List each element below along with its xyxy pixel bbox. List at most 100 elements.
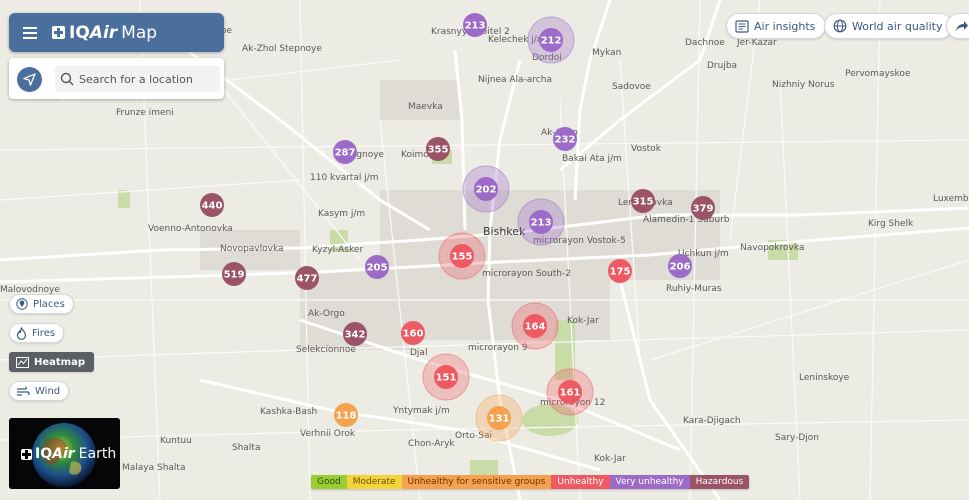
aqi-value: 202 xyxy=(476,185,497,196)
svg-text:Pregnoye: Pregnoye xyxy=(342,150,385,160)
svg-text:Uchkun j/m: Uchkun j/m xyxy=(678,249,729,259)
aqi-marker[interactable]: 205 xyxy=(365,255,389,279)
aqi-marker-dot xyxy=(691,196,715,220)
plus-logo-icon xyxy=(21,448,32,460)
aqi-marker-dot xyxy=(474,177,498,201)
aqi-marker[interactable]: 202 xyxy=(462,165,510,213)
aqi-value: 206 xyxy=(670,262,691,273)
aqi-marker-dot xyxy=(333,140,357,164)
aqi-marker-dot xyxy=(434,365,458,389)
aqi-marker[interactable]: 131 xyxy=(475,394,523,442)
aqi-marker[interactable]: 477 xyxy=(295,266,319,290)
search-input[interactable] xyxy=(79,70,215,88)
svg-text:Yntymak j/m: Yntymak j/m xyxy=(392,406,450,416)
svg-text:Drujba: Drujba xyxy=(707,61,737,71)
svg-text:Sary-Djon: Sary-Djon xyxy=(775,433,819,443)
layer-heatmap-button[interactable]: Heatmap xyxy=(9,352,95,372)
air-insights-label: Air insights xyxy=(754,19,816,33)
aqi-marker[interactable]: 213 xyxy=(463,13,487,37)
svg-text:Bishkek: Bishkek xyxy=(483,225,526,238)
aqi-marker-dot xyxy=(200,193,224,217)
aqi-value: 232 xyxy=(555,135,576,146)
aqi-markers[interactable]: 213 212 232 287 355 202 315 379 440 213 155 175 206 5… xyxy=(200,13,715,442)
brand-logo[interactable]: IQ Air Map xyxy=(52,23,157,43)
aqi-marker[interactable]: 212 xyxy=(527,16,575,64)
aqi-marker-dot xyxy=(450,244,474,268)
aqi-value: 155 xyxy=(452,252,473,263)
svg-text:Shalta: Shalta xyxy=(232,443,260,453)
aqi-marker-dot xyxy=(553,127,577,151)
aqi-value: 213 xyxy=(531,218,552,229)
aqi-marker[interactable]: 164 xyxy=(511,302,559,350)
aqi-marker[interactable]: 287 xyxy=(333,140,357,164)
svg-text:Kelechek j/m: Kelechek j/m xyxy=(488,35,546,45)
aqi-value: 118 xyxy=(336,411,357,422)
svg-text:Navopokrovka: Navopokrovka xyxy=(740,243,804,253)
world-air-quality-button[interactable]: World air quality xyxy=(824,13,954,39)
earth-brand-label: Earth xyxy=(78,446,117,462)
svg-text:Kok-Jar: Kok-Jar xyxy=(594,454,626,464)
wind-icon xyxy=(17,385,30,396)
menu-icon[interactable] xyxy=(23,26,37,39)
aqi-value: 164 xyxy=(525,322,546,333)
svg-text:Kuntuu: Kuntuu xyxy=(160,436,192,446)
svg-text:Djal: Djal xyxy=(410,348,427,358)
aqi-marker-dot xyxy=(487,406,511,430)
aqi-value: 212 xyxy=(541,36,562,47)
aqi-marker[interactable]: 379 xyxy=(691,196,715,220)
layer-places-button[interactable]: Places xyxy=(9,294,74,314)
legend-usg: Unhealthy for sensitive groups xyxy=(401,475,552,489)
aqi-value: 161 xyxy=(560,388,581,399)
aqi-marker[interactable]: 175 xyxy=(608,259,632,283)
aqi-marker[interactable]: 315 xyxy=(631,189,655,213)
earth-brand-air: Air xyxy=(52,446,75,462)
world-air-quality-label: World air quality xyxy=(852,19,943,33)
aqi-value: 287 xyxy=(335,148,356,159)
aqi-marker-dot xyxy=(426,137,450,161)
navigation-arrow-icon xyxy=(23,73,36,86)
aqi-value: 379 xyxy=(693,204,714,215)
aqi-marker[interactable]: 232 xyxy=(553,127,577,151)
aqi-marker-dot xyxy=(222,262,246,286)
brand-air: Air xyxy=(89,22,118,43)
share-arrow-icon xyxy=(956,21,968,31)
aqi-marker-dot xyxy=(295,266,319,290)
aqi-value: 131 xyxy=(489,414,510,425)
locate-button[interactable] xyxy=(17,67,42,92)
aqi-marker-dot xyxy=(558,380,582,404)
search-panel xyxy=(9,58,224,99)
svg-text:Alamedin-1 Suburb: Alamedin-1 Suburb xyxy=(643,215,730,225)
svg-text:Chon-Aryk: Chon-Aryk xyxy=(408,439,455,449)
aqi-marker[interactable]: 160 xyxy=(401,321,425,345)
aqi-marker-dot xyxy=(539,28,563,52)
aqi-marker[interactable]: 161 xyxy=(546,368,594,416)
aqi-value: 160 xyxy=(403,329,424,340)
svg-text:Vostok: Vostok xyxy=(631,144,662,154)
iqair-earth-link[interactable]: IQ Air Earth xyxy=(9,418,120,489)
aqi-marker[interactable]: 155 xyxy=(438,232,486,280)
air-insights-button[interactable]: Air insights xyxy=(726,13,827,39)
aqi-marker[interactable]: 519 xyxy=(222,262,246,286)
aqi-marker[interactable]: 342 xyxy=(343,322,367,346)
svg-text:Ak-Orgo: Ak-Orgo xyxy=(308,309,345,319)
earth-label: IQ Air Earth xyxy=(21,446,116,462)
layer-heatmap-label: Heatmap xyxy=(34,356,86,368)
layer-wind-button[interactable]: Wind xyxy=(9,381,70,401)
layer-fires-label: Fires xyxy=(32,327,56,339)
svg-text:Selekcionnoe: Selekcionnoe xyxy=(296,345,356,355)
aqi-marker[interactable]: 355 xyxy=(426,137,450,161)
aqi-value: 213 xyxy=(465,21,486,32)
layer-wind-label: Wind xyxy=(35,385,61,397)
aqi-marker[interactable]: 206 xyxy=(668,254,692,278)
svg-text:Ruhiy-Muras: Ruhiy-Muras xyxy=(666,284,722,294)
aqi-marker[interactable]: 118 xyxy=(334,403,358,427)
share-button[interactable] xyxy=(946,13,969,39)
svg-text:Novopavlovka: Novopavlovka xyxy=(220,244,284,254)
svg-text:Sadovoe: Sadovoe xyxy=(612,82,651,92)
layer-fires-button[interactable]: Fires xyxy=(9,323,65,343)
aqi-marker[interactable]: 213 xyxy=(517,198,565,246)
aqi-marker[interactable]: 151 xyxy=(422,353,470,401)
aqi-marker[interactable]: 440 xyxy=(200,193,224,217)
svg-text:Leninskoye: Leninskoye xyxy=(799,373,850,383)
